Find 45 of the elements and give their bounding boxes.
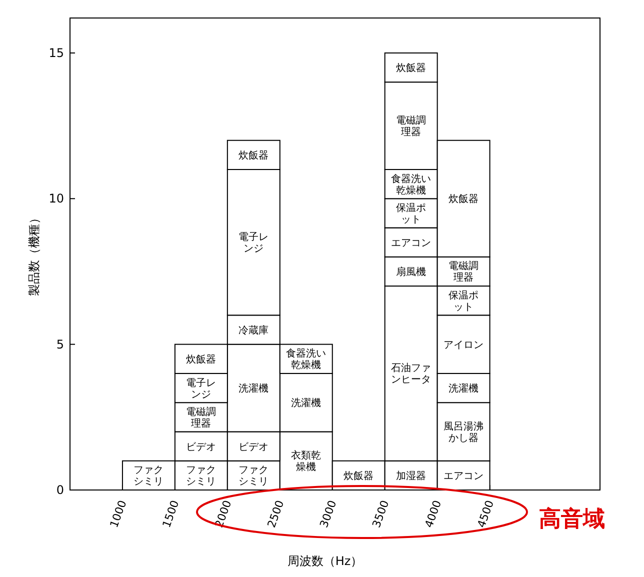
x-tick-label: 3000 bbox=[317, 498, 340, 530]
data-label: 保温ポット bbox=[448, 289, 479, 313]
text: 高音域 bbox=[539, 506, 605, 532]
data-label: アイロン bbox=[444, 340, 484, 351]
data-label: 冷蔵庫 bbox=[238, 324, 269, 336]
data-label: 扇風機 bbox=[396, 266, 426, 278]
data-label: 石油ファンヒータ bbox=[391, 362, 432, 386]
data-label: 炊飯器 bbox=[448, 193, 479, 206]
data-label: ビデオ bbox=[238, 442, 269, 453]
x-tick-label: 4500 bbox=[474, 498, 497, 530]
data-label: エアコン bbox=[391, 238, 432, 249]
data-label: 食器洗い乾燥機 bbox=[391, 172, 432, 196]
data-label: ファクシミリ bbox=[186, 465, 216, 488]
data-label: 炊飯器 bbox=[396, 62, 426, 74]
data-label: ファクシミリ bbox=[134, 465, 164, 488]
data-label: 電磁調理器 bbox=[448, 260, 479, 284]
data-label: 加湿器 bbox=[396, 470, 426, 482]
data-label: ビデオ bbox=[186, 442, 216, 453]
data-label: 炊飯器 bbox=[186, 353, 216, 366]
data-label: 炊飯器 bbox=[344, 470, 374, 482]
data-label: 保温ポット bbox=[396, 202, 426, 226]
y-tick-label: 5 bbox=[56, 337, 64, 352]
data-label: 電磁調理器 bbox=[396, 114, 426, 138]
x-tick-label: 1000 bbox=[108, 498, 130, 530]
data-label: 衣類乾燥機 bbox=[291, 450, 322, 474]
data-label: 電磁調理器 bbox=[186, 406, 216, 430]
data-label: エアコン bbox=[444, 470, 484, 482]
y-axis-title: 製品数（機種） bbox=[27, 212, 41, 296]
x-tick-label: 2500 bbox=[264, 498, 287, 530]
data-label: 洗濯機 bbox=[291, 397, 322, 410]
x-tick-label: 1500 bbox=[160, 498, 182, 530]
data-label: 電子レンジ bbox=[186, 378, 216, 400]
data-label: 電子レンジ bbox=[238, 232, 269, 255]
x-tick-label: 3500 bbox=[370, 498, 392, 530]
data-label: 炊飯器 bbox=[238, 149, 269, 162]
data-label: 洗濯機 bbox=[448, 382, 479, 395]
y-tick-label: 0 bbox=[56, 483, 64, 497]
data-label: 風呂湯沸かし器 bbox=[444, 420, 484, 444]
data-label: ファクシミリ bbox=[238, 465, 269, 488]
y-tick-label: 15 bbox=[48, 46, 64, 60]
data-label: 洗濯機 bbox=[238, 382, 269, 395]
x-axis-title: 周波数（Hz） bbox=[287, 554, 363, 568]
y-tick-label: 10 bbox=[48, 192, 64, 206]
x-tick-label: 4000 bbox=[422, 498, 444, 530]
data-label: 食器洗い乾燥機 bbox=[286, 348, 326, 372]
